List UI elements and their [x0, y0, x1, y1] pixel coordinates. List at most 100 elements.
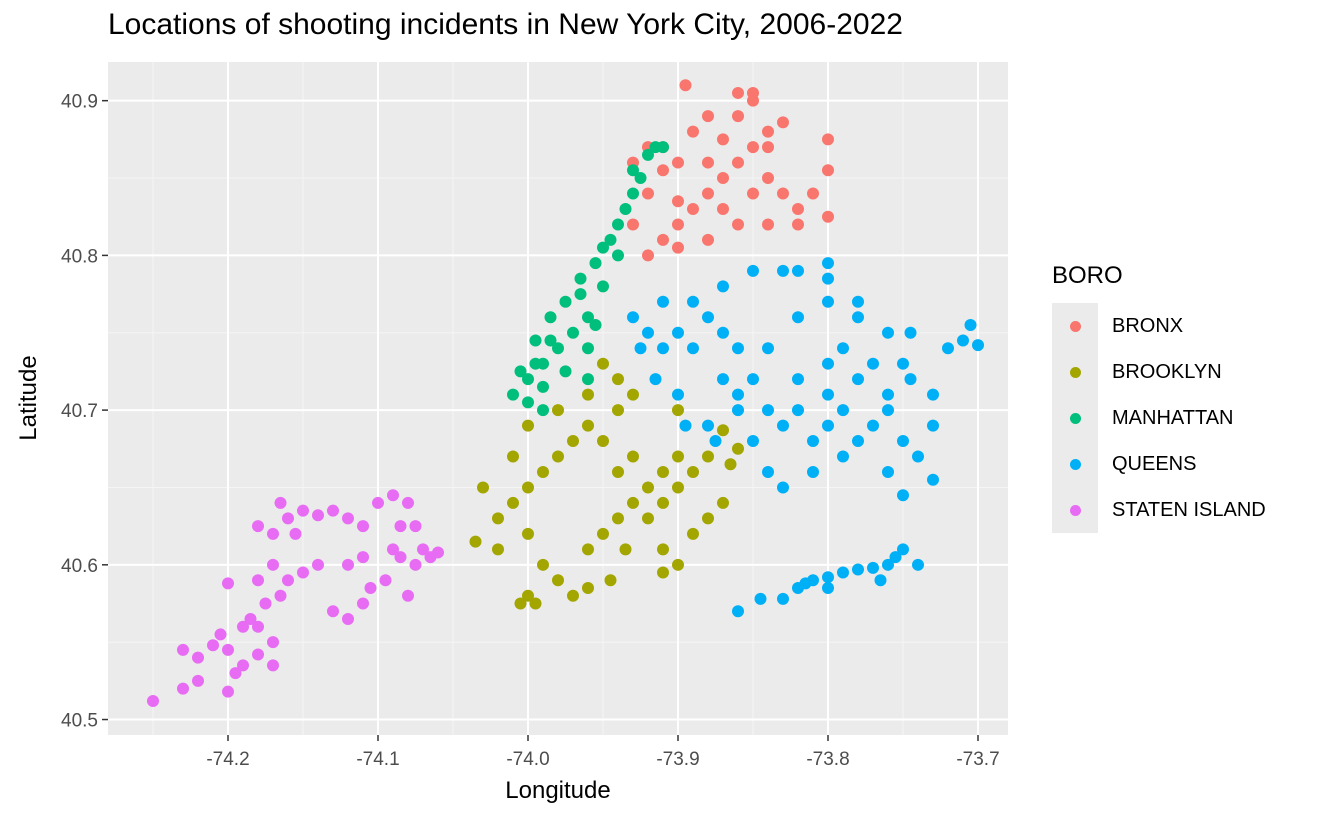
point-staten-island — [274, 589, 287, 602]
point-queens — [627, 311, 639, 324]
point-brooklyn — [702, 512, 714, 525]
point-staten-island — [177, 643, 189, 656]
point-queens — [882, 326, 894, 339]
point-brooklyn — [619, 543, 632, 556]
point-staten-island — [229, 667, 242, 680]
point-queens — [747, 435, 759, 448]
point-brooklyn — [702, 450, 714, 463]
x-tick-label: -73.8 — [806, 749, 849, 770]
point-bronx — [777, 116, 789, 129]
point-manhattan — [537, 404, 549, 417]
point-brooklyn — [672, 558, 684, 571]
point-staten-island — [357, 597, 369, 610]
point-queens — [897, 543, 909, 556]
point-manhattan — [627, 187, 639, 200]
point-queens — [852, 563, 864, 576]
point-manhattan — [514, 365, 527, 378]
point-manhattan — [537, 380, 549, 393]
point-queens — [657, 295, 669, 308]
y-axis-ticks: 40.5 40.6 40.7 40.8 40.9 — [61, 92, 108, 732]
point-brooklyn — [552, 574, 564, 587]
point-queens — [882, 404, 894, 417]
point-manhattan — [544, 334, 557, 347]
point-queens — [807, 465, 819, 478]
legend-key — [1052, 395, 1098, 441]
point-queens — [717, 373, 729, 386]
point-queens — [897, 357, 909, 370]
point-brooklyn — [597, 527, 609, 540]
point-brooklyn — [612, 373, 624, 386]
point-staten-island — [387, 489, 399, 502]
point-bronx — [672, 156, 684, 169]
point-staten-island — [252, 574, 264, 587]
point-queens — [912, 558, 924, 571]
minor-grid — [108, 62, 1008, 735]
y-tick-label: 40.9 — [61, 92, 98, 113]
point-bronx — [762, 125, 774, 138]
point-queens — [882, 465, 894, 478]
point-queens — [792, 404, 804, 417]
point-manhattan — [597, 241, 609, 254]
point-manhattan — [529, 334, 542, 347]
point-brooklyn — [612, 512, 624, 525]
point-bronx — [747, 86, 759, 99]
point-bronx — [732, 218, 744, 231]
point-bronx — [717, 133, 729, 146]
point-staten-island — [379, 574, 392, 587]
point-queens — [837, 450, 849, 463]
point-staten-island — [357, 551, 369, 564]
point-queens — [634, 342, 647, 355]
point-brooklyn — [567, 435, 579, 448]
point-queens — [762, 404, 774, 417]
point-staten-island — [177, 682, 189, 695]
point-manhattan — [627, 164, 639, 177]
point-staten-island — [267, 558, 279, 571]
point-staten-island — [192, 651, 204, 664]
point-queens — [732, 388, 744, 401]
point-queens — [867, 419, 879, 432]
y-axis-label: Latitude — [15, 355, 42, 440]
point-manhattan — [589, 319, 602, 332]
legend-label: STATEN ISLAND — [1112, 499, 1266, 521]
point-brooklyn — [529, 597, 542, 610]
point-staten-island — [282, 574, 294, 587]
point-queens — [754, 592, 767, 605]
point-queens — [882, 558, 894, 571]
point-brooklyn — [687, 527, 699, 540]
point-queens — [837, 566, 849, 579]
point-brooklyn — [672, 404, 684, 417]
point-staten-island — [327, 605, 339, 618]
legend-item-bronx: BRONX — [1052, 303, 1326, 349]
point-manhattan — [559, 365, 572, 378]
point-staten-island — [312, 509, 324, 522]
point-bronx — [702, 110, 714, 123]
point-queens — [702, 311, 714, 324]
point-brooklyn — [514, 597, 527, 610]
point-brooklyn — [582, 543, 594, 556]
point-bronx — [792, 218, 804, 231]
point-brooklyn — [657, 465, 669, 478]
point-queens — [852, 311, 864, 324]
point-brooklyn — [657, 566, 669, 579]
point-bronx — [732, 86, 744, 99]
point-bronx — [657, 164, 669, 177]
point-bronx — [717, 172, 729, 185]
point-queens — [957, 334, 969, 347]
point-manhattan — [552, 342, 564, 355]
point-brooklyn — [672, 450, 684, 463]
point-staten-island — [364, 582, 377, 595]
point-staten-island — [244, 612, 257, 625]
point-queens — [732, 404, 744, 417]
point-brooklyn — [717, 424, 729, 437]
point-bronx — [717, 202, 729, 215]
point-queens — [889, 551, 902, 564]
point-queens — [942, 342, 954, 355]
point-manhattan — [522, 373, 534, 386]
x-tick-label: -74.1 — [356, 749, 399, 770]
point-brooklyn — [507, 450, 519, 463]
point-manhattan — [634, 172, 647, 185]
point-queens — [679, 419, 692, 432]
point-bronx — [657, 233, 669, 246]
point-brooklyn — [612, 404, 624, 417]
point-brooklyn — [522, 419, 534, 432]
